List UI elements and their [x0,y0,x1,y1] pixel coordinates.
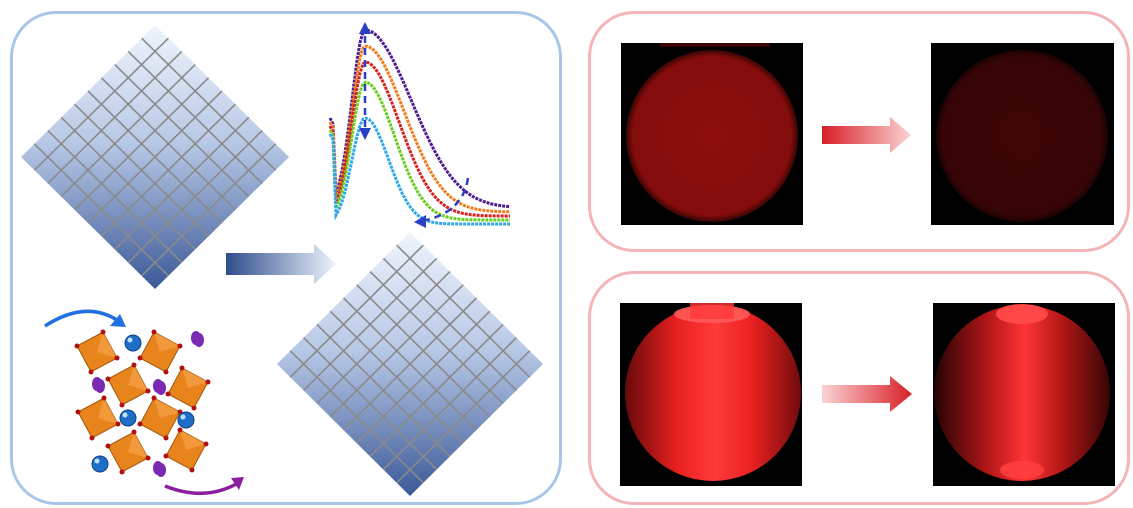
a-site-highlight [127,337,133,343]
anion-dot [74,343,80,349]
halide-ion [156,381,166,395]
anion-dot [151,329,157,335]
octahedron-facet [182,368,208,388]
grid-line [382,337,517,471]
anion-dot [105,443,111,449]
spectrum-curve [328,80,510,222]
anion-dot [165,391,171,397]
grid-line [396,350,531,484]
octahedron-facet [128,365,148,391]
anion-dot [137,355,143,361]
right-arrow-icon [226,244,336,284]
anion-dot [203,441,209,447]
anion-dot [75,409,81,415]
halide-ion [156,463,166,477]
anion-dot [114,355,120,361]
anion-dot [151,395,157,401]
grid-line [356,310,491,444]
octahedron-facet [154,332,180,352]
anion-dot [115,421,121,427]
grid-line [141,143,277,277]
anion-dot [119,469,125,475]
a-site-cation [119,409,137,427]
pl-image-before-dim [621,43,803,225]
grid-line [356,284,491,418]
grid-line [100,77,236,211]
anion-dot [119,402,125,408]
spectrum-curve [328,44,510,214]
anion-dot [177,427,183,433]
right-arrow-icon [822,376,912,412]
anion-dot [101,395,107,401]
anion-dot [88,369,94,375]
lattice-grid-after [277,232,543,496]
anion-dot [145,455,151,461]
anion-dot [205,379,211,385]
halide-ion [95,379,105,393]
anion-dot [163,435,169,441]
anion-dot [137,421,143,427]
lattice-grid-before [21,25,289,289]
spectrum-curve [328,28,511,209]
grid-line [100,103,236,237]
octahedron-facet [154,398,180,418]
octahedron-facet [97,332,117,358]
anion-dot [163,453,169,459]
grid-line [382,257,517,391]
anion-dot [131,429,137,435]
pl-image-after-faint [931,43,1114,225]
anion-dot [163,369,169,375]
grid-line [342,297,478,431]
grid-line [114,116,250,250]
grid-line [127,130,263,264]
a-site-highlight [180,414,186,420]
a-site-cation [177,411,195,429]
a-site-cation [124,334,142,352]
a-site-highlight [94,458,100,464]
a-site-cation [91,455,109,473]
grid-line [127,50,263,184]
grid-line [369,271,504,405]
anion-dot [100,329,106,335]
grid-line [87,90,223,224]
right-arrow-icon [822,117,911,153]
anion-dot [131,362,137,368]
grid-line [141,37,277,171]
emission-spectra-icon [328,22,511,228]
octahedron-facet [180,430,206,450]
octahedron-facet [128,432,148,458]
anion-dot [145,388,151,394]
perovskite-structure-icon [74,329,211,477]
anion-dot [179,365,185,371]
spectrum-curve [328,60,510,218]
pl-image-before-bright [620,303,802,486]
halide-ion [194,333,204,347]
curved-arrow-icon [164,477,244,496]
grid-line [396,244,531,378]
pl-image-after-bright [933,303,1115,486]
spectrum-curve [328,116,510,226]
curved-arrow-icon [44,309,126,328]
grid-line [369,323,504,457]
octahedron-facet [98,398,118,424]
anion-dot [105,376,111,382]
anion-dot [189,467,195,473]
a-site-highlight [122,412,128,418]
anion-dot [89,435,95,441]
anion-dot [191,405,197,411]
grid-line [114,64,250,198]
anion-dot [177,343,183,349]
